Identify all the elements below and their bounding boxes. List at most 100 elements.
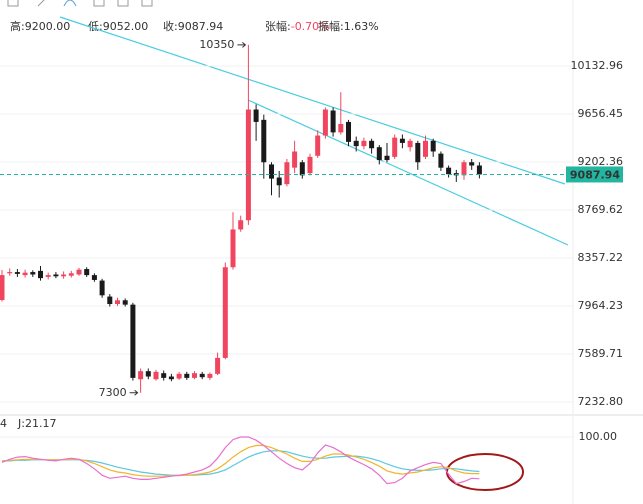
candle-body: [130, 304, 136, 378]
header-item: 振幅:1.63%: [318, 19, 379, 33]
last-price-box: [566, 166, 623, 183]
header-item: 张幅:-0.70%: [265, 20, 330, 33]
y-tick-label: 9202.36: [578, 155, 624, 168]
candle-body: [446, 167, 452, 175]
header-value: 1.63%: [344, 20, 379, 33]
tool-icon[interactable]: [117, 0, 129, 7]
candle-body: [14, 272, 20, 274]
y-tick-label: 7232.80: [578, 395, 624, 408]
candle-body: [153, 371, 159, 380]
candle-body: [138, 371, 144, 380]
header-value: 9087.94: [178, 20, 224, 33]
candle-body: [192, 373, 197, 378]
candle-body: [38, 270, 43, 279]
toolbar: [7, 0, 153, 7]
header-value: -0.70%: [291, 20, 330, 33]
candle-body: [330, 110, 336, 133]
y-tick-label: 8357.22: [578, 251, 624, 264]
tool-icon[interactable]: [93, 0, 105, 7]
candle-body: [253, 109, 259, 122]
candle-body: [315, 135, 321, 156]
candle-body: [84, 269, 90, 276]
candle-body: [168, 376, 174, 380]
tool-icon[interactable]: [141, 0, 153, 7]
candle-body: [0, 275, 5, 301]
candle-body: [299, 162, 305, 176]
candle-body: [145, 371, 151, 377]
header-label: 高:: [10, 19, 25, 33]
candle-body: [207, 373, 213, 378]
indicator-label: J:21.17: [17, 417, 56, 430]
candle-body: [199, 373, 205, 378]
candle-body: [176, 373, 182, 379]
candle-body: [115, 300, 120, 305]
candle-body: [369, 140, 375, 149]
y-tick-label: 8769.62: [578, 203, 624, 216]
header: 高:9200.00 低:9052.00 收:9087.94 张幅:-0.70%振幅:1…: [10, 19, 379, 33]
y-tick-label: 100.00: [579, 430, 618, 443]
candle-body: [392, 137, 398, 157]
y-tick-label: 7589.71: [578, 347, 624, 360]
candle-body: [45, 275, 51, 277]
header-value: 9052.00: [103, 20, 149, 33]
annotation-arrow: [237, 41, 247, 48]
candle-body: [76, 269, 82, 275]
candle-body: [230, 229, 236, 268]
indicator-line: [1, 444, 480, 477]
candle-body: [346, 121, 351, 142]
candle-body: [245, 109, 251, 221]
candle-body: [30, 272, 36, 275]
annotation-label: 10350: [199, 38, 234, 51]
header-label: 张幅:: [265, 20, 291, 33]
candle-body: [184, 373, 190, 378]
candle-body: [91, 275, 97, 280]
candle-body: [353, 140, 359, 147]
candle-body: [338, 123, 344, 133]
tool-icon[interactable]: [63, 0, 77, 7]
candle-body: [53, 274, 59, 277]
candle-body: [261, 119, 267, 163]
header-label: 振幅:: [318, 19, 344, 33]
candle-body: [438, 153, 444, 168]
indicator-cut-label: 4: [0, 417, 7, 430]
candle-body: [476, 165, 482, 175]
header-item: 收:9087.94: [163, 19, 223, 33]
candle-body: [22, 272, 28, 276]
candle-body: [361, 140, 367, 147]
candle-body: [222, 267, 228, 358]
y-tick-label: 9656.45: [578, 107, 624, 120]
candle-body: [61, 274, 67, 277]
candle-body: [430, 140, 436, 152]
candle-body: [415, 142, 421, 163]
candle-body: [376, 147, 382, 161]
channel-line: [59, 16, 566, 185]
tool-icon[interactable]: [37, 0, 46, 7]
candle-body: [215, 357, 221, 374]
candle-body: [307, 156, 313, 174]
annotation-arrow: [129, 389, 139, 396]
candle-body: [407, 140, 413, 148]
candle-body: [238, 220, 244, 230]
candle-body: [122, 300, 128, 305]
channel-line: [247, 99, 569, 246]
candle-body: [284, 162, 290, 185]
y-tick-label: 7964.23: [578, 299, 624, 312]
tool-icon[interactable]: [7, 0, 19, 7]
candle-body: [99, 280, 105, 296]
candle-body: [384, 155, 390, 161]
candle-body: [322, 109, 328, 136]
candle-body: [68, 273, 74, 276]
header-item: 低:9052.00: [88, 20, 148, 33]
candle-body: [461, 162, 467, 176]
candle-body: [469, 162, 475, 166]
candle-body: [269, 164, 274, 179]
header-label: 收:: [163, 19, 178, 33]
header-item: 高:9200.00: [10, 19, 70, 33]
header-value: 9200.00: [25, 20, 71, 33]
candle-body: [292, 151, 298, 168]
candle-body: [7, 272, 13, 274]
last-price-label: 9087.94: [570, 168, 620, 181]
annotation-label: 7300: [99, 386, 127, 399]
